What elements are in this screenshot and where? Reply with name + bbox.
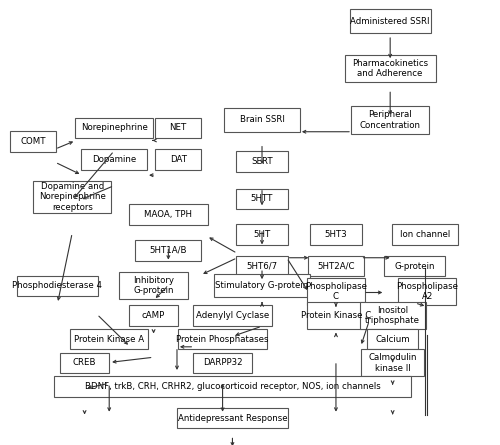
FancyBboxPatch shape xyxy=(308,256,364,276)
FancyBboxPatch shape xyxy=(129,305,178,326)
Text: Phosphodiesterase 4: Phosphodiesterase 4 xyxy=(12,281,102,290)
FancyBboxPatch shape xyxy=(236,256,288,276)
Text: Phospholipase
A2: Phospholipase A2 xyxy=(396,282,458,301)
Text: Calcium: Calcium xyxy=(376,335,410,344)
Text: G-protein: G-protein xyxy=(394,262,435,271)
Text: Pharmacokinetics
and Adherence: Pharmacokinetics and Adherence xyxy=(352,59,428,78)
Text: Administered SSRI: Administered SSRI xyxy=(350,16,430,26)
FancyBboxPatch shape xyxy=(177,408,288,429)
FancyBboxPatch shape xyxy=(194,352,252,373)
Text: 5HT: 5HT xyxy=(254,230,270,239)
Text: SERT: SERT xyxy=(251,157,273,166)
Text: 5HT6/7: 5HT6/7 xyxy=(246,262,278,271)
FancyBboxPatch shape xyxy=(398,278,456,305)
FancyBboxPatch shape xyxy=(224,108,300,132)
Text: Protein Phosphatases: Protein Phosphatases xyxy=(176,335,269,344)
FancyBboxPatch shape xyxy=(351,106,430,134)
Text: Inositol
triphosphate: Inositol triphosphate xyxy=(365,306,420,325)
Text: DAT: DAT xyxy=(170,155,186,164)
FancyBboxPatch shape xyxy=(350,9,430,33)
FancyBboxPatch shape xyxy=(33,181,112,213)
Text: MAOA, TPH: MAOA, TPH xyxy=(144,210,192,219)
Text: 5HT1A/B: 5HT1A/B xyxy=(150,246,187,255)
Text: 5HT2A/C: 5HT2A/C xyxy=(317,262,354,271)
Text: Inhibitory
G-protein: Inhibitory G-protein xyxy=(133,276,174,295)
FancyBboxPatch shape xyxy=(236,189,288,209)
Text: cAMP: cAMP xyxy=(142,311,165,320)
Text: Stimulatory G-protein: Stimulatory G-protein xyxy=(216,281,308,290)
Text: COMT: COMT xyxy=(20,137,46,146)
Text: DARPP32: DARPP32 xyxy=(203,358,242,367)
Text: Brain SSRI: Brain SSRI xyxy=(240,115,284,125)
FancyBboxPatch shape xyxy=(178,329,266,349)
FancyBboxPatch shape xyxy=(306,302,366,329)
Text: Peripheral
Concentration: Peripheral Concentration xyxy=(360,110,420,129)
FancyBboxPatch shape xyxy=(360,302,426,329)
Text: 5HTT: 5HTT xyxy=(251,194,273,203)
Text: CREB: CREB xyxy=(73,358,96,367)
FancyBboxPatch shape xyxy=(120,272,188,299)
FancyBboxPatch shape xyxy=(60,352,109,373)
FancyBboxPatch shape xyxy=(392,224,458,245)
Text: Calmodulin
kinase II: Calmodulin kinase II xyxy=(368,353,417,372)
FancyBboxPatch shape xyxy=(136,240,202,260)
FancyBboxPatch shape xyxy=(17,275,98,296)
FancyBboxPatch shape xyxy=(75,117,154,138)
Text: BDNF, trkB, CRH, CRHR2, glucocorticoid receptor, NOS, ion channels: BDNF, trkB, CRH, CRHR2, glucocorticoid r… xyxy=(84,382,380,391)
FancyBboxPatch shape xyxy=(214,274,310,297)
FancyBboxPatch shape xyxy=(129,204,208,225)
FancyBboxPatch shape xyxy=(236,151,288,172)
FancyBboxPatch shape xyxy=(306,278,366,305)
Text: NET: NET xyxy=(170,123,187,132)
Text: Dopamine: Dopamine xyxy=(92,155,136,164)
FancyBboxPatch shape xyxy=(361,349,424,376)
FancyBboxPatch shape xyxy=(10,131,56,152)
Text: Ion channel: Ion channel xyxy=(400,230,450,239)
FancyBboxPatch shape xyxy=(345,55,436,82)
Text: Protein Kinase A: Protein Kinase A xyxy=(74,335,144,344)
Text: Adenylyl Cyclase: Adenylyl Cyclase xyxy=(196,311,269,320)
FancyBboxPatch shape xyxy=(236,224,288,245)
FancyBboxPatch shape xyxy=(81,149,147,170)
FancyBboxPatch shape xyxy=(54,376,411,397)
Text: Dopamine and
Norepinephrine
receptors: Dopamine and Norepinephrine receptors xyxy=(39,182,106,212)
FancyBboxPatch shape xyxy=(155,149,202,170)
FancyBboxPatch shape xyxy=(367,329,418,349)
FancyBboxPatch shape xyxy=(155,117,202,138)
FancyBboxPatch shape xyxy=(194,305,272,326)
Text: 5HT3: 5HT3 xyxy=(324,230,347,239)
Text: Norepinephrine: Norepinephrine xyxy=(80,123,148,132)
FancyBboxPatch shape xyxy=(310,224,362,245)
Text: Protein Kinase C: Protein Kinase C xyxy=(301,311,371,320)
Text: Phospholipase
C: Phospholipase C xyxy=(305,282,367,301)
Text: Antidepressant Response: Antidepressant Response xyxy=(178,413,288,423)
FancyBboxPatch shape xyxy=(70,329,148,349)
FancyBboxPatch shape xyxy=(384,256,446,276)
